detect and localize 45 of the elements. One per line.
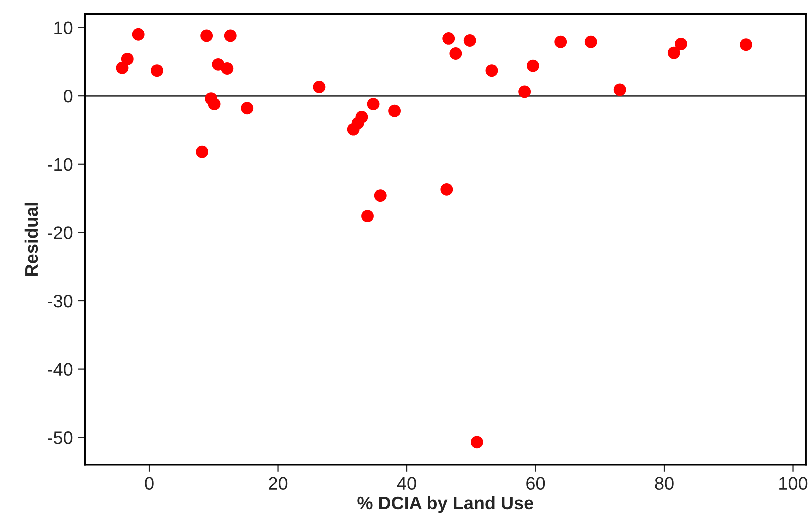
x-tick-label: 100 (780, 477, 808, 490)
point (224, 30, 237, 42)
point (362, 210, 374, 223)
x-tick-label: 80 (655, 477, 674, 490)
point (241, 102, 254, 115)
y-tick-label: -40 (48, 363, 73, 376)
point (151, 64, 164, 78)
point (442, 32, 456, 45)
point (356, 111, 368, 124)
point (554, 36, 568, 48)
point (584, 36, 598, 48)
x-tick-label: 20 (269, 477, 288, 490)
point (121, 52, 134, 66)
point (668, 46, 680, 60)
point (208, 98, 221, 110)
point (221, 62, 234, 75)
y-axis-title: Residual (24, 203, 38, 276)
y-tick-label: 0 (64, 90, 73, 103)
point (374, 190, 387, 202)
point (614, 84, 626, 96)
point (740, 38, 752, 52)
x-tick-label: 40 (397, 477, 416, 490)
point (486, 64, 498, 78)
point (526, 60, 540, 72)
y-tick-label: -50 (48, 432, 73, 444)
point (200, 30, 214, 42)
point (464, 34, 476, 47)
point (675, 38, 688, 50)
y-tick-label: -20 (48, 226, 73, 240)
point (313, 81, 326, 94)
point (450, 48, 462, 60)
point (440, 183, 454, 196)
point (470, 436, 484, 449)
y-tick-label: -10 (48, 158, 73, 172)
x-tick-label: 60 (526, 477, 546, 490)
x-tick-label: 0 (145, 477, 154, 490)
point (518, 86, 532, 98)
y-tick-label: 10 (54, 22, 73, 34)
point (116, 62, 129, 74)
x-axis-title: % DCIA by Land Use (358, 496, 534, 514)
point (196, 146, 209, 158)
point (367, 98, 380, 110)
point (388, 104, 401, 118)
y-tick-label: -30 (48, 294, 73, 308)
point (132, 28, 145, 41)
